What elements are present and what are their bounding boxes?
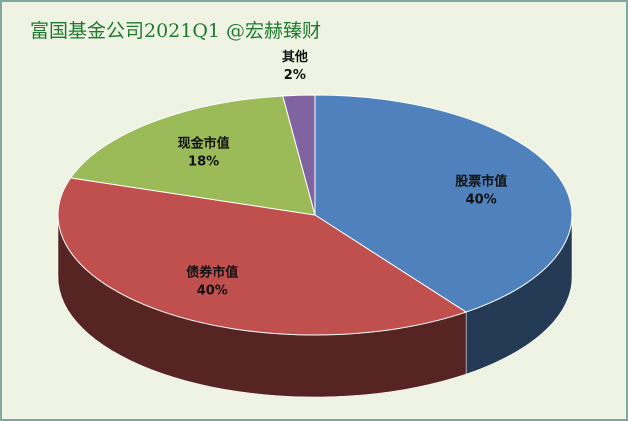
value-label: 40% xyxy=(466,192,497,207)
chart-title: 富国基金公司2021Q1 @宏赫臻财 xyxy=(30,20,321,42)
pie: 股票市值 40% 债券市值 40% 现金市值 18% 其他 2% xyxy=(57,49,573,398)
value-label: 40% xyxy=(197,284,228,299)
category-label: 股票市值 xyxy=(455,173,507,189)
category-label: 其他 xyxy=(282,49,308,65)
category-label: 现金市值 xyxy=(178,136,230,152)
value-label: 18% xyxy=(188,155,219,170)
pie-slice xyxy=(314,94,573,313)
value-label: 2% xyxy=(284,68,306,83)
pie-slice xyxy=(69,95,316,216)
category-label: 债券市值 xyxy=(186,265,238,281)
pie-slice xyxy=(282,94,316,216)
pie-slice xyxy=(57,177,468,336)
